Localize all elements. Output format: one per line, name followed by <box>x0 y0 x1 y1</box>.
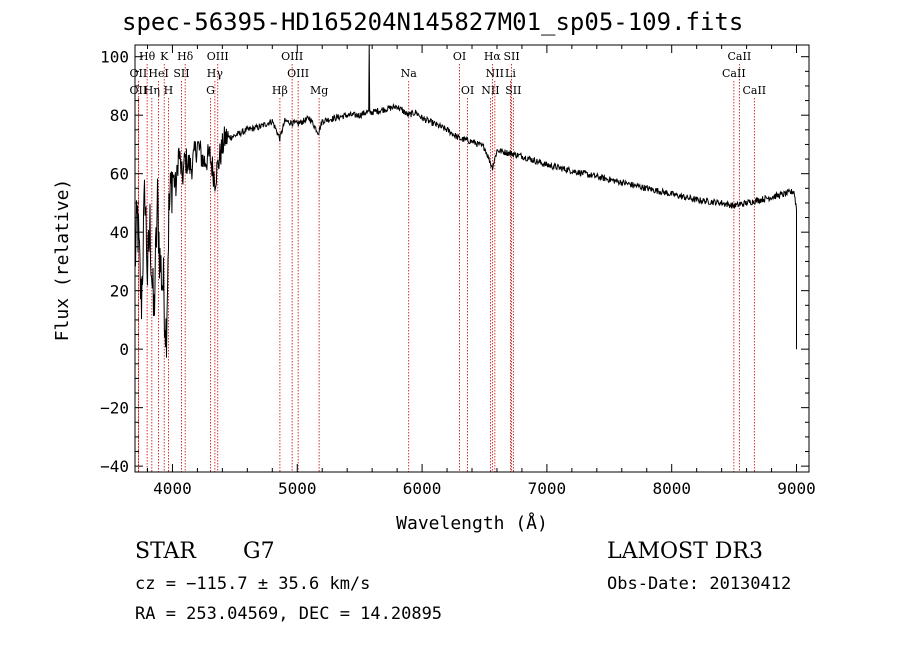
object-type: STAR <box>135 539 196 564</box>
line-label-0: Hθ <box>139 50 156 63</box>
line-label-23: Mg <box>310 84 328 97</box>
line-label-13: OIII <box>287 67 309 80</box>
y-tick-label-20: 20 <box>110 282 129 301</box>
line-label-17: CaII <box>722 67 746 80</box>
x-axis-label: Wavelength (Å) <box>396 512 548 534</box>
line-label-8: CaII <box>728 50 752 63</box>
x-tick-label-6000: 6000 <box>403 479 442 498</box>
line-label-16: Li <box>505 67 516 80</box>
line-label-25: NII <box>481 84 499 97</box>
line-label-5: OI <box>453 50 466 63</box>
line-label-21: G <box>206 84 215 97</box>
line-label-22: Hβ <box>272 84 288 97</box>
line-label-26: SII <box>505 84 521 97</box>
x-tick-label-9000: 9000 <box>777 479 816 498</box>
survey-name: LAMOST DR3 <box>607 539 763 564</box>
line-label-7: SII <box>503 50 519 63</box>
line-label-10: HeI <box>148 67 168 80</box>
line-label-2: Hδ <box>177 50 194 63</box>
y-tick-label--20: −20 <box>100 399 129 418</box>
x-tick-label-4000: 4000 <box>153 479 192 498</box>
line-label-19: Hη <box>144 84 160 97</box>
line-label-12: Hγ <box>207 67 224 80</box>
x-tick-label-7000: 7000 <box>528 479 567 498</box>
line-label-11: SII <box>173 67 189 80</box>
observation-date: Obs-Date: 20130412 <box>607 574 792 594</box>
line-label-15: NII <box>486 67 504 80</box>
line-label-4: OIII <box>281 50 303 63</box>
y-tick-label-80: 80 <box>110 106 129 125</box>
line-label-20: H <box>164 84 174 97</box>
y-tick-label--40: −40 <box>100 457 129 476</box>
line-label-27: CaII <box>742 84 766 97</box>
redshift-cz: cz = −115.7 ± 35.6 km/s <box>135 574 371 594</box>
y-axis-label: Flux (relative) <box>52 179 73 342</box>
chart-title: spec-56395-HD165204N145827M01_sp05-109.f… <box>122 8 744 36</box>
y-tick-label-40: 40 <box>110 223 129 242</box>
line-label-24: OI <box>461 84 474 97</box>
y-axis-ticks: −40 −20 0 20 40 60 80 100 <box>100 48 809 476</box>
line-label-1: K <box>160 50 169 63</box>
line-label-3: OIII <box>207 50 229 63</box>
x-tick-label-5000: 5000 <box>278 479 317 498</box>
spectrum-line <box>134 44 797 358</box>
x-tick-label-8000: 8000 <box>652 479 691 498</box>
line-label-9: OII <box>130 67 148 80</box>
line-label-6: Hα <box>484 50 502 63</box>
line-label-18: OII <box>130 84 148 97</box>
x-axis-ticks: 4000 5000 6000 7000 8000 9000 <box>146 45 816 498</box>
y-tick-label-0: 0 <box>119 340 129 359</box>
coordinates: RA = 253.04569, DEC = 14.20895 <box>135 604 443 624</box>
y-tick-label-100: 100 <box>100 48 129 67</box>
spectral-subclass: G7 <box>243 539 275 564</box>
line-label-14: Na <box>401 67 418 80</box>
plot-frame <box>134 44 810 473</box>
y-tick-label-60: 60 <box>110 165 129 184</box>
emission-line-markers <box>137 64 755 472</box>
